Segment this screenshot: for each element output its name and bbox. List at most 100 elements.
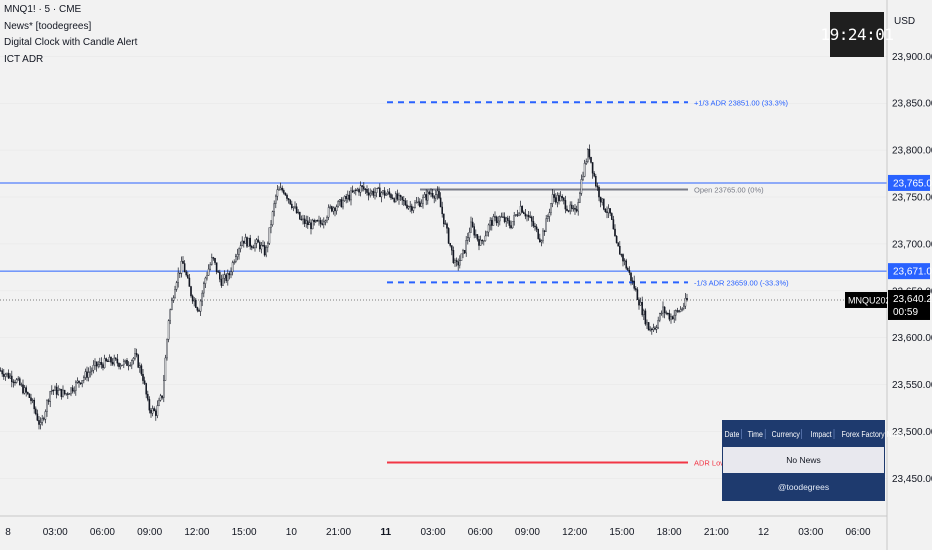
candle-body	[134, 353, 136, 359]
candle-body	[196, 307, 199, 311]
candle-body	[638, 299, 640, 306]
candle-body	[14, 381, 16, 384]
candle-body	[318, 220, 320, 222]
candle-body	[30, 397, 32, 401]
candle-body	[242, 240, 245, 244]
candle-body	[587, 149, 589, 162]
candle-body	[170, 300, 173, 310]
candle-body	[635, 288, 637, 290]
news-footer: @toodegrees	[723, 473, 884, 500]
news-table: Date Time Currency Impact Forex Factory …	[722, 420, 904, 501]
candle-body	[428, 191, 431, 195]
candle-body	[531, 216, 533, 222]
indicator-news[interactable]: News* [toodegrees]	[4, 20, 92, 32]
candle-body	[615, 235, 618, 243]
candle-body	[68, 393, 71, 395]
candle-body	[267, 243, 269, 248]
candle-body	[355, 189, 357, 192]
candle-body	[102, 364, 104, 368]
candle-body	[78, 380, 80, 383]
x-tick-label: 8	[5, 527, 11, 538]
candle-body	[65, 393, 67, 395]
candle-body	[278, 189, 280, 191]
candle-body	[94, 361, 96, 366]
candle-body	[502, 216, 504, 218]
candle-body	[218, 272, 221, 280]
candle-body	[588, 149, 591, 158]
candle-body	[543, 230, 546, 232]
symbol-title[interactable]: MNQ1! · 5 · CME	[4, 4, 82, 15]
candle-body	[36, 413, 39, 421]
x-tick-label: 09:00	[137, 527, 162, 538]
candle-body	[79, 382, 82, 385]
candle-body	[636, 289, 639, 300]
candle-body	[283, 190, 285, 194]
y-tick-label: 23,900.00	[892, 52, 932, 63]
candle-body	[380, 192, 383, 198]
candle-body	[532, 221, 535, 227]
candle-body	[1, 370, 4, 375]
candle-body	[366, 189, 368, 193]
candle-body	[185, 271, 188, 276]
digital-clock: 19:24:01	[820, 12, 894, 57]
candle-body	[130, 360, 133, 366]
candle-body	[311, 220, 314, 230]
candle-body	[140, 365, 143, 375]
candle-body	[254, 243, 256, 248]
indicator-ict-adr[interactable]: ICT ADR	[4, 53, 44, 65]
candle-body	[294, 206, 296, 208]
candle-body	[519, 205, 522, 215]
candle-body	[465, 240, 468, 254]
candle-body	[617, 242, 619, 247]
candle-body	[513, 215, 515, 222]
candle-body	[166, 339, 168, 359]
candle-body	[643, 310, 645, 315]
candle-body	[383, 190, 386, 196]
candle-body	[177, 272, 180, 283]
candle-body	[241, 240, 244, 246]
candle-body	[55, 386, 58, 395]
candle-body	[484, 235, 487, 241]
y-tick-label: 23,600.00	[892, 333, 932, 344]
candle-body	[146, 393, 149, 400]
candle-body	[671, 316, 674, 320]
candle-body	[291, 203, 293, 208]
candle-body	[238, 248, 240, 255]
candle-body	[97, 364, 99, 367]
candle-body	[420, 203, 423, 207]
candle-body	[9, 375, 12, 379]
candle-body	[390, 194, 392, 199]
candle-body	[138, 365, 141, 368]
candle-body	[27, 392, 29, 394]
candle-body	[375, 188, 378, 193]
candle-body	[60, 388, 63, 397]
candle-body	[460, 253, 463, 261]
candle-body	[585, 161, 587, 164]
currency-selector[interactable]: USD	[894, 16, 916, 27]
indicator-digital-clock[interactable]: Digital Clock with Candle Alert	[4, 37, 138, 48]
candle-body	[534, 225, 536, 228]
candle-body	[435, 194, 437, 199]
candle-body	[628, 270, 631, 273]
adr-level-label: +1/3 ADR 23851.00 (33.3%)	[694, 98, 789, 107]
candle-body	[4, 374, 7, 377]
candle-body	[190, 286, 192, 297]
candle-body	[244, 237, 247, 244]
candle-body	[382, 190, 384, 194]
candle-body	[121, 364, 123, 366]
candle-body	[204, 277, 207, 284]
candle-body	[455, 260, 458, 262]
candle-body	[281, 187, 284, 191]
candle-body	[575, 209, 578, 212]
candle-body	[647, 322, 650, 331]
candle-body	[252, 247, 255, 249]
candle-body	[548, 212, 551, 217]
candle-body	[457, 261, 460, 266]
candle-body	[156, 405, 159, 416]
news-table-header: Date Time Currency Impact Forex Factory …	[723, 421, 904, 447]
candle-body	[62, 389, 64, 397]
candle-body	[371, 190, 373, 194]
candle-body	[103, 358, 106, 368]
candle-body	[273, 203, 276, 212]
